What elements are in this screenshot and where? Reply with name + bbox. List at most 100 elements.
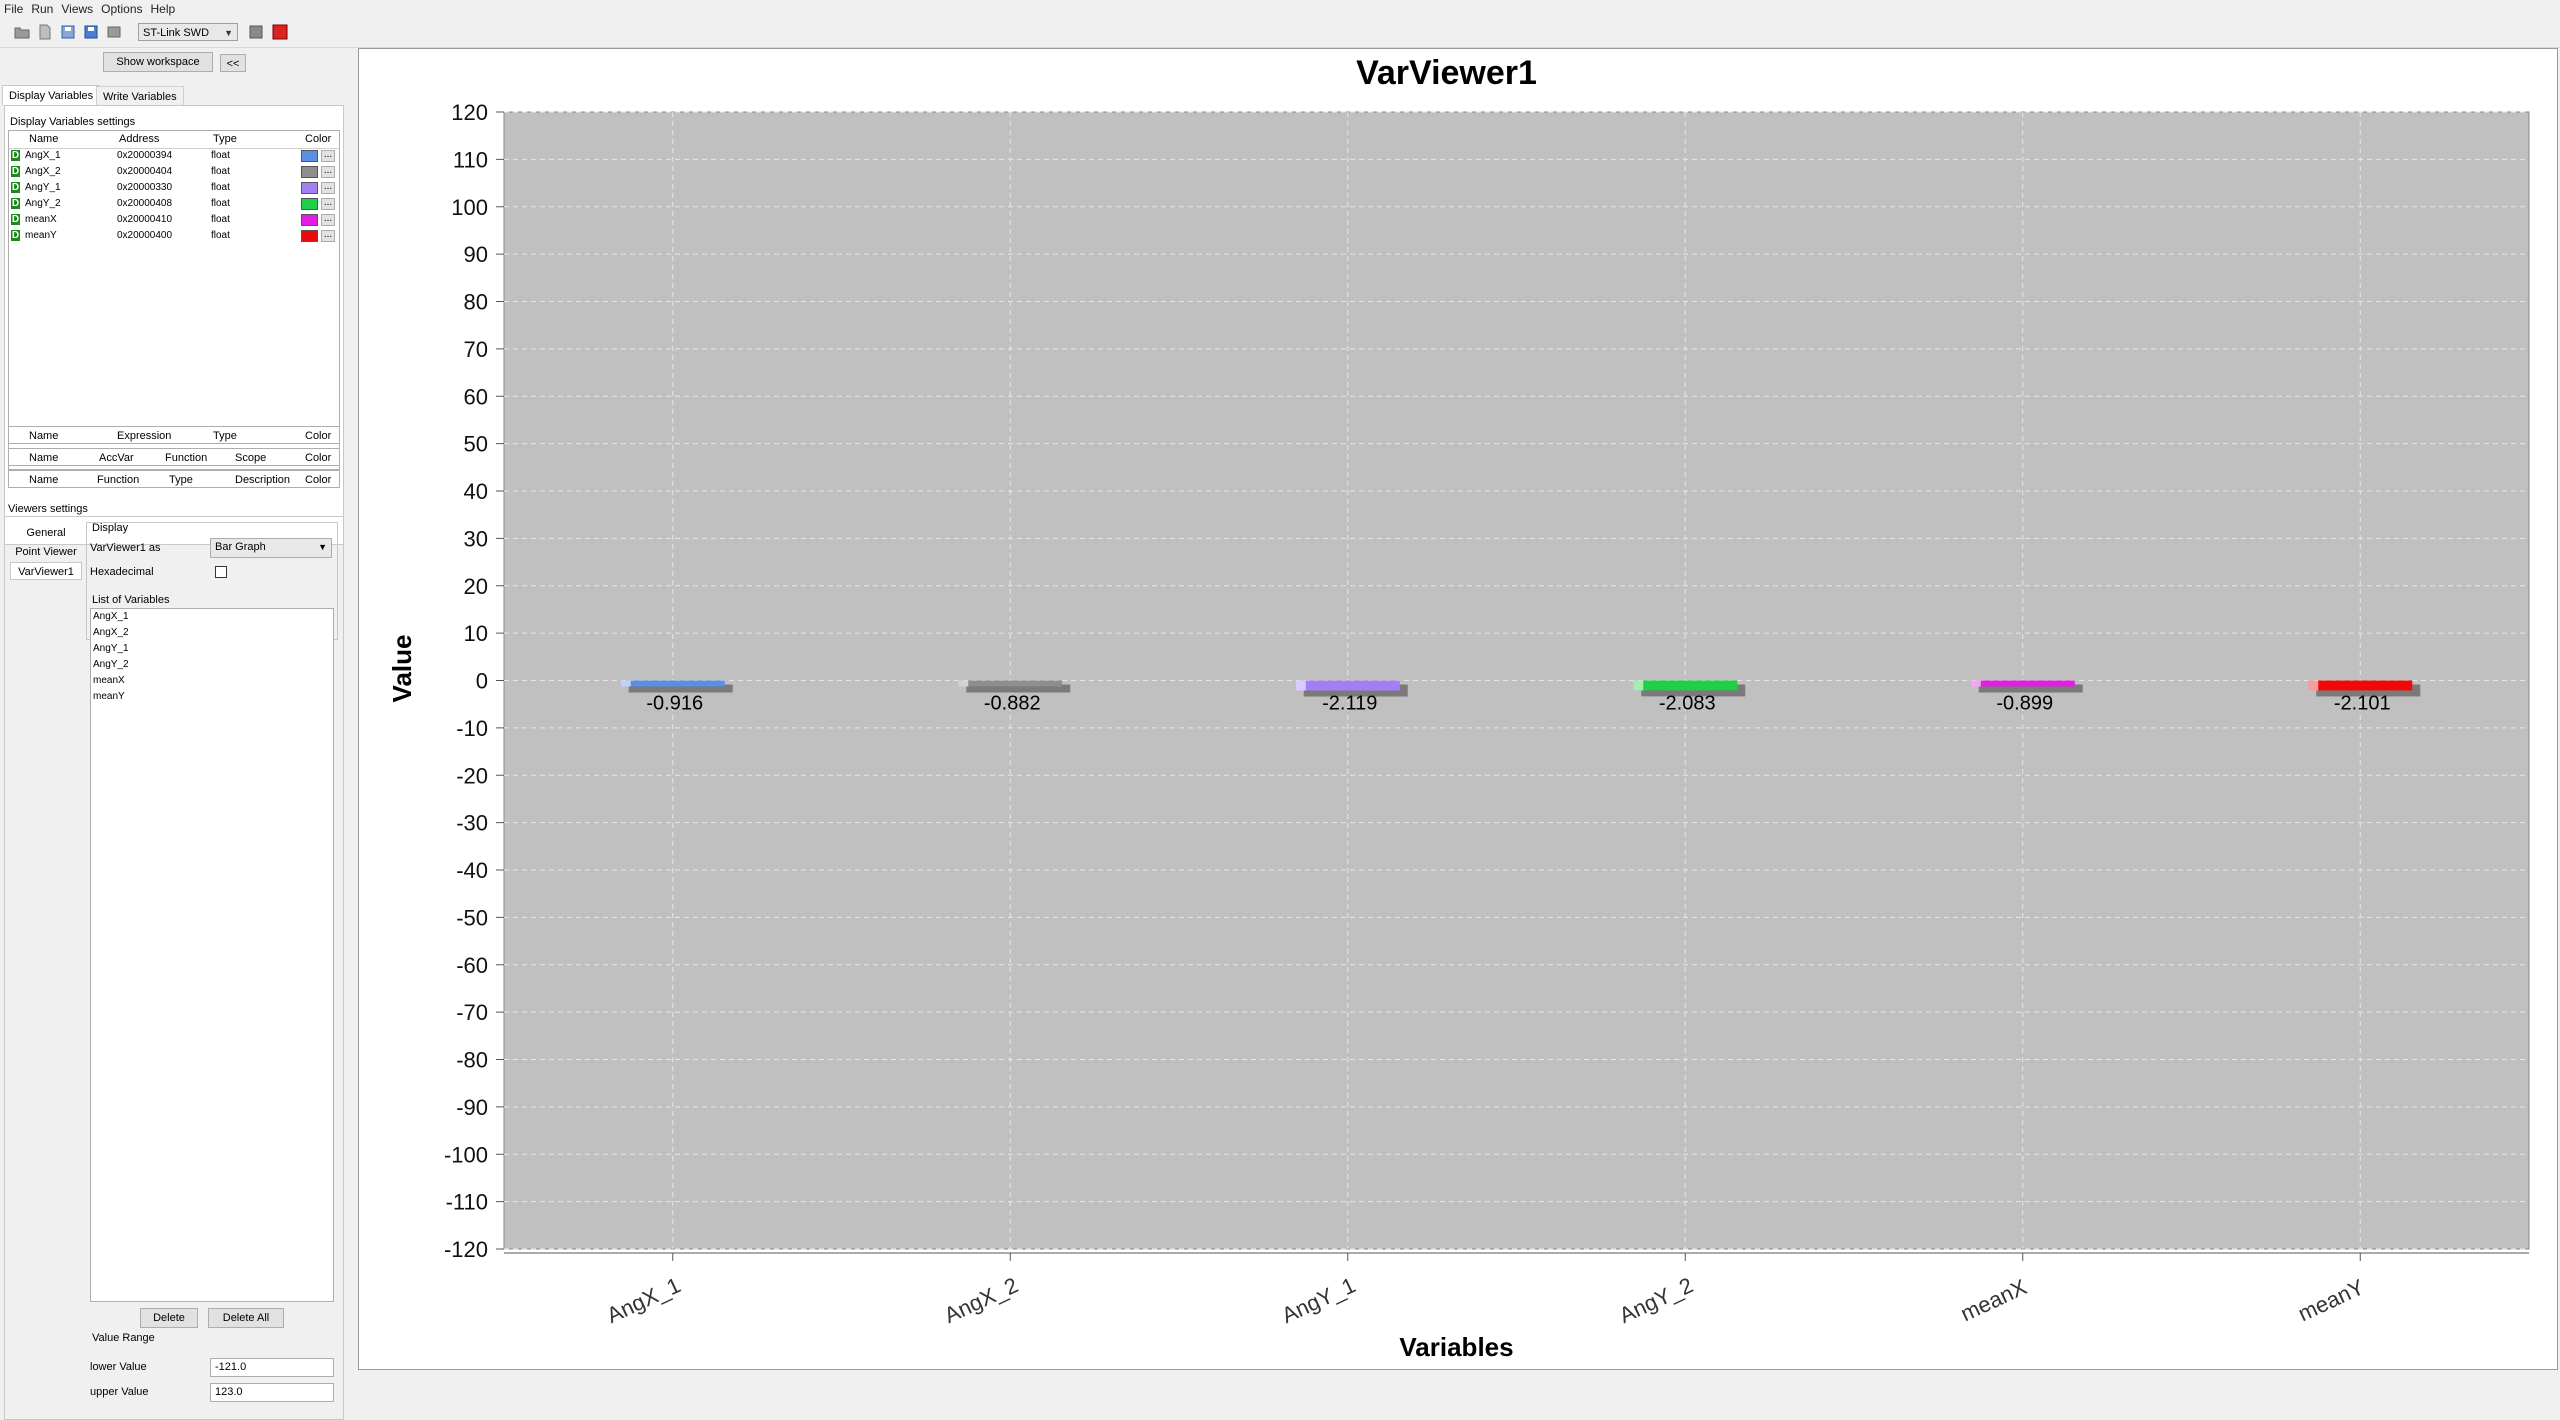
record-red-icon[interactable] <box>272 24 288 40</box>
col-accvar: AccVar <box>99 452 134 464</box>
list-item[interactable]: meanY <box>93 691 125 702</box>
variables-listbox[interactable]: AngX_1 AngX_2 AngY_1 AngY_2 meanX meanY <box>90 608 334 1302</box>
row-address: 0x20000404 <box>117 166 173 177</box>
list-item[interactable]: meanX <box>93 675 125 686</box>
viewer-type-value: Bar Graph <box>215 541 266 553</box>
display-flag-icon[interactable]: D <box>11 182 20 193</box>
color-picker-button[interactable]: ... <box>321 166 335 178</box>
col-type: Type <box>169 474 193 486</box>
new-file-icon[interactable] <box>37 24 53 40</box>
color-picker-button[interactable]: ... <box>321 150 335 162</box>
viewer-tab[interactable]: Point Viewer <box>15 546 77 558</box>
menu-file[interactable]: File <box>4 2 24 16</box>
bar-shadow <box>1641 684 1746 697</box>
bar-highlight <box>1633 680 1644 691</box>
col-type: Type <box>213 133 237 145</box>
menu-help[interactable]: Help <box>150 2 176 16</box>
delete-all-button[interactable]: Delete All <box>208 1308 284 1328</box>
col-color: Color <box>305 430 332 442</box>
color-picker-button[interactable]: ... <box>321 230 335 242</box>
value-range-title: Value Range <box>92 1332 155 1344</box>
acquisition-table-header: Name AccVar Function Scope Color <box>8 448 340 466</box>
table-row[interactable]: D AngX_2 0x20000404 float... <box>9 165 339 181</box>
chevron-down-icon: ▼ <box>224 28 233 38</box>
row-type: float <box>211 230 230 241</box>
row-type: float <box>211 182 230 193</box>
y-axis-label: Value <box>387 635 417 703</box>
menu-options[interactable]: Options <box>101 2 143 16</box>
col-expression: Expression <box>117 430 172 442</box>
list-item[interactable]: AngY_1 <box>93 643 129 654</box>
viewers-settings-title: Viewers settings <box>8 503 88 515</box>
upper-value-label: upper Value <box>90 1386 149 1398</box>
bar-highlight <box>2308 680 2319 691</box>
display-flag-icon[interactable]: D <box>11 150 20 161</box>
col-name: Name <box>29 474 59 486</box>
col-name: Name <box>29 452 59 464</box>
row-type: float <box>211 198 230 209</box>
save-icon[interactable] <box>83 24 99 40</box>
y-tick-label: 110 <box>453 147 488 172</box>
table-row[interactable]: D AngY_1 0x20000330 float... <box>9 181 339 197</box>
collapse-button[interactable]: << <box>220 54 246 72</box>
y-tick-label: 0 <box>476 669 488 694</box>
y-tick-label: 100 <box>451 195 488 220</box>
tab-write-variables[interactable]: Write Variables <box>96 86 184 106</box>
menu-views[interactable]: Views <box>61 2 94 16</box>
row-address: 0x20000394 <box>117 150 173 161</box>
y-tick-label: 40 <box>464 479 488 504</box>
x-tick-label: AngX_1 <box>603 1272 685 1328</box>
bar-shadow <box>628 684 733 693</box>
list-item[interactable]: AngX_1 <box>93 611 129 622</box>
color-swatch[interactable] <box>301 166 318 178</box>
viewer-tab[interactable]: VarViewer1 <box>10 562 82 580</box>
menu-run[interactable]: Run <box>31 2 54 16</box>
connection-select[interactable]: ST-Link SWD ▼ <box>138 23 238 41</box>
color-picker-button[interactable]: ... <box>321 182 335 194</box>
delete-button[interactable]: Delete <box>140 1308 198 1328</box>
hexadecimal-checkbox[interactable] <box>215 566 227 578</box>
table-row[interactable]: D AngY_2 0x20000408 float... <box>9 197 339 213</box>
list-item[interactable]: AngY_2 <box>93 659 129 670</box>
y-tick-label: -40 <box>456 858 488 883</box>
list-item[interactable]: AngX_2 <box>93 627 129 638</box>
display-flag-icon[interactable]: D <box>11 198 20 209</box>
color-picker-button[interactable]: ... <box>321 198 335 210</box>
save-as-icon[interactable] <box>60 24 76 40</box>
bar <box>958 680 1063 687</box>
color-swatch[interactable] <box>301 230 318 242</box>
color-swatch[interactable] <box>301 150 318 162</box>
table-row[interactable]: D AngX_1 0x20000394 float... <box>9 149 339 165</box>
col-name: Name <box>29 133 59 145</box>
expression-table-header: Name Expression Type Color <box>8 426 340 444</box>
row-name: AngY_2 <box>25 198 61 209</box>
color-swatch[interactable] <box>301 214 318 226</box>
bar <box>2308 680 2413 691</box>
viewer-tab[interactable]: General <box>26 527 66 539</box>
upper-value-input[interactable]: 123.0 <box>210 1383 334 1402</box>
show-workspace-button[interactable]: Show workspace <box>103 52 213 72</box>
display-flag-icon[interactable]: D <box>11 166 20 177</box>
export-icon[interactable] <box>106 24 122 40</box>
color-swatch[interactable] <box>301 182 318 194</box>
display-flag-icon[interactable]: D <box>11 230 20 241</box>
list-of-variables-title: List of Variables <box>92 594 170 606</box>
stop-square-icon[interactable] <box>248 24 264 40</box>
bar-shadow <box>2316 684 2421 697</box>
col-type: Type <box>213 430 237 442</box>
bar <box>1970 680 2075 687</box>
color-swatch[interactable] <box>301 198 318 210</box>
row-type: float <box>211 166 230 177</box>
display-flag-icon[interactable]: D <box>11 214 20 225</box>
col-address: Address <box>119 133 160 145</box>
viewer-type-select[interactable]: Bar Graph ▼ <box>210 538 332 558</box>
toolbar: ST-Link SWD ▼ <box>0 19 2560 48</box>
tab-display-variables[interactable]: Display Variables <box>2 85 101 105</box>
lower-value-input[interactable]: -121.0 <box>210 1358 334 1377</box>
data-label: -0.882 <box>984 693 1041 715</box>
folder-open-icon[interactable] <box>14 24 30 40</box>
color-picker-button[interactable]: ... <box>321 214 335 226</box>
bar-chart: VarViewer11201101009080706050403020100-1… <box>387 54 2530 1362</box>
